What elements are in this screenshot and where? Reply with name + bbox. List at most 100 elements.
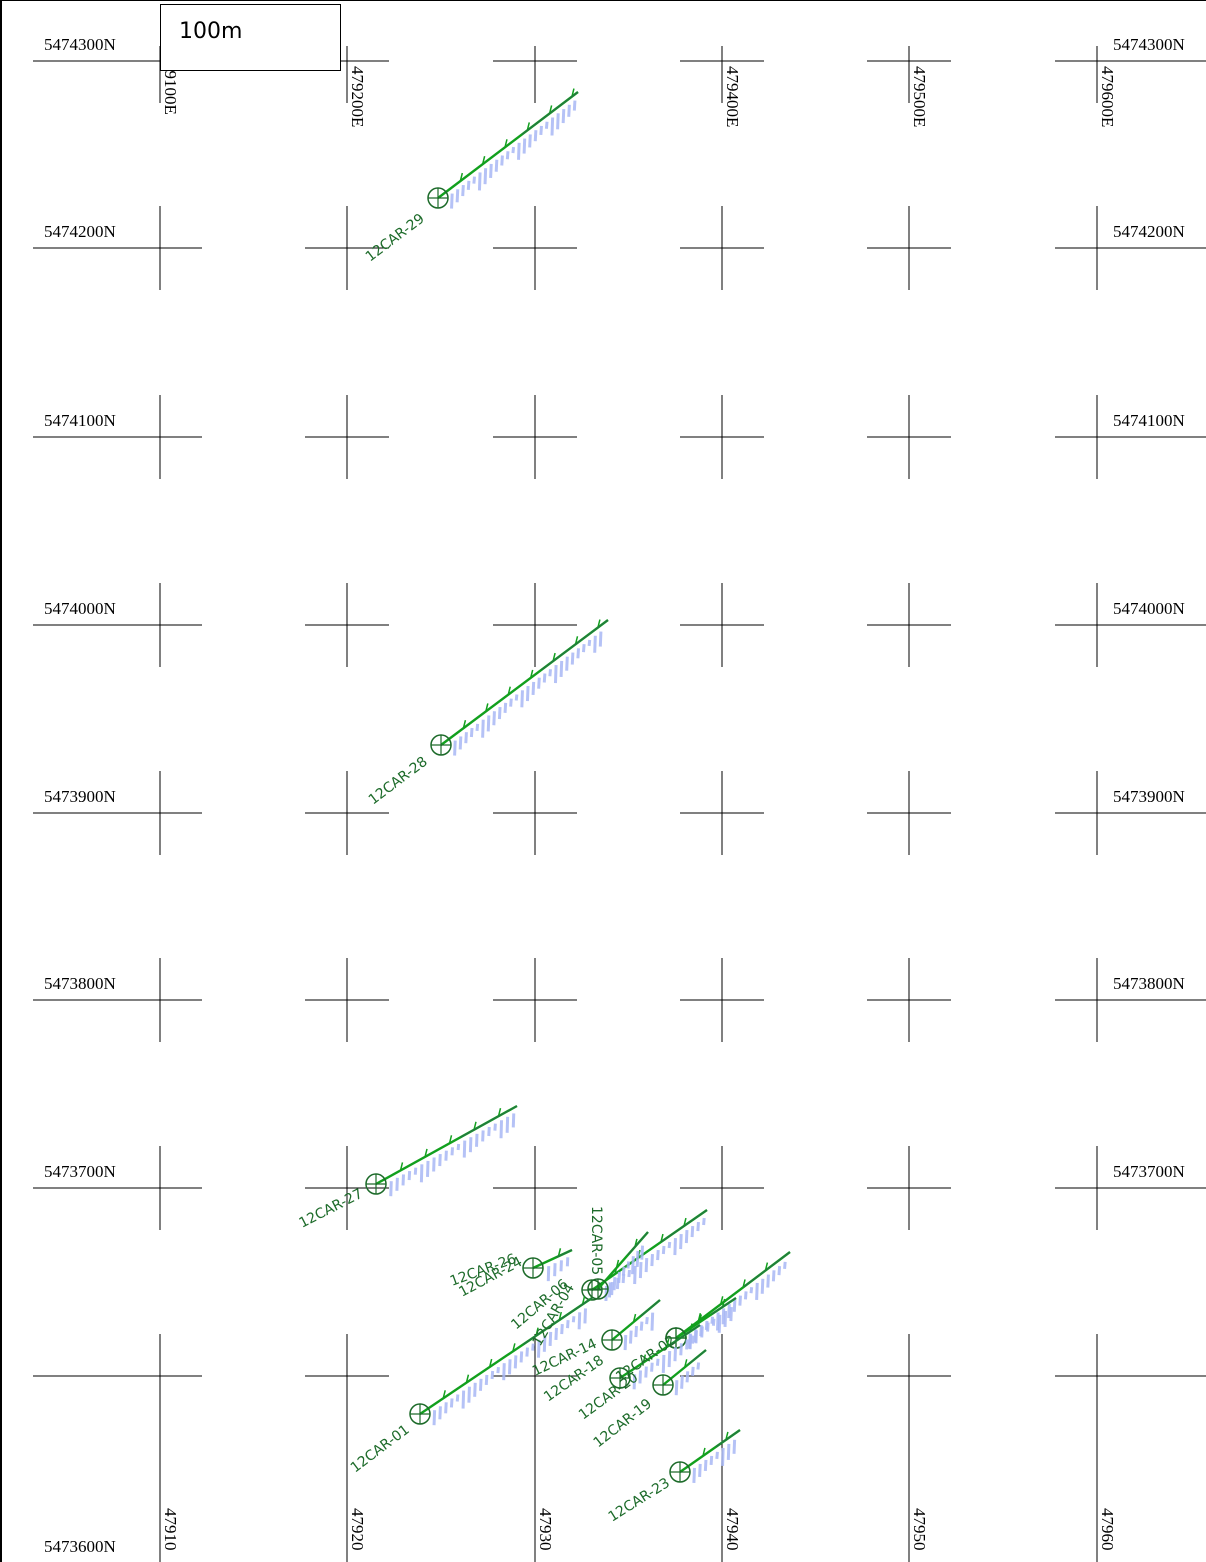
assay-bar	[691, 1366, 695, 1377]
assay-bar	[726, 1443, 731, 1460]
northing-label-left: 5473600N	[44, 1537, 116, 1556]
assay-bar	[577, 1312, 582, 1330]
grid-cross	[33, 395, 202, 479]
drillhole	[652, 1349, 707, 1396]
assay-bar	[567, 104, 571, 117]
assay-bar	[680, 1375, 684, 1389]
assay-bar	[517, 142, 521, 160]
grid-cross	[493, 771, 577, 855]
assay-bar	[716, 1312, 720, 1331]
assay-bar	[525, 686, 530, 702]
assay-bar	[685, 1371, 690, 1383]
assay-bar	[473, 1382, 477, 1397]
assay-bar	[696, 1362, 701, 1370]
drillhole	[587, 1231, 649, 1300]
grid-cross	[305, 958, 389, 1042]
assay-bar	[520, 690, 524, 708]
grid-cross	[1055, 1146, 1206, 1230]
grid-cross	[680, 583, 764, 667]
assay-bar	[453, 740, 457, 756]
assay-bar	[766, 1274, 770, 1288]
assay-bar	[444, 1402, 448, 1414]
assay-bar	[554, 1327, 558, 1341]
assay-bar	[690, 1225, 695, 1238]
assay-bar	[455, 1394, 460, 1402]
northing-label-right: 5473800N	[1113, 974, 1185, 993]
drill-trace-core	[521, 91, 579, 135]
assay-bar	[628, 1330, 633, 1344]
assay-bar	[494, 159, 499, 172]
assay-bar	[560, 1323, 564, 1335]
grid-cross	[1055, 771, 1206, 855]
grid-cross	[493, 46, 577, 103]
assay-bar	[721, 1308, 726, 1325]
grid-cross	[680, 395, 764, 479]
assay-bar	[696, 1221, 700, 1232]
scale-box: 100m	[160, 4, 341, 71]
assay-bar	[556, 113, 560, 130]
assay-bar	[673, 1347, 678, 1362]
grid-cross	[867, 771, 951, 855]
grid-cross	[867, 958, 951, 1042]
assay-bar	[472, 176, 476, 184]
assay-bar	[492, 711, 496, 726]
grid-cross	[1055, 46, 1206, 103]
northing-label-left: 5473700N	[44, 1162, 116, 1181]
drillhole-label: 12CAR-28	[366, 754, 431, 808]
drill-trace-core	[715, 1429, 741, 1448]
easting-label-top: 79100E	[161, 62, 180, 115]
assay-bar	[700, 1326, 704, 1338]
easting-label-bottom: 47910	[161, 1508, 180, 1551]
assay-bar	[710, 1316, 715, 1324]
assay-bar	[548, 1331, 553, 1346]
assay-bar	[500, 155, 504, 166]
grid-cross	[33, 958, 202, 1042]
grid-cross	[867, 395, 951, 479]
assay-bar	[587, 639, 592, 647]
assay-bar	[483, 168, 488, 185]
assay-bar	[661, 1245, 666, 1255]
assay-bar	[674, 1380, 679, 1396]
drill-trace-core	[522, 1297, 593, 1345]
grid-cross	[867, 46, 951, 103]
drillhole-label: 12CAR-01	[348, 1422, 413, 1476]
drillhole	[522, 1248, 573, 1282]
assay-bar	[467, 1386, 471, 1403]
easting-label-bottom: 47950	[910, 1508, 929, 1551]
assay-bar	[698, 1463, 702, 1478]
assay-bar	[514, 694, 519, 701]
assay-bar	[537, 1339, 541, 1358]
drillhole	[409, 1296, 593, 1426]
drillhole-label: 12CAR-29	[363, 211, 428, 265]
assay-bar	[566, 1320, 570, 1329]
assay-bar	[583, 1308, 587, 1324]
assay-bar	[655, 1358, 660, 1366]
assay-bar	[635, 1250, 640, 1267]
assay-bar	[755, 1282, 759, 1301]
grid-cross	[1055, 583, 1206, 667]
assay-bar	[528, 134, 532, 148]
drillhole	[427, 88, 579, 209]
assay-bar	[694, 1330, 698, 1344]
assay-bar	[475, 723, 480, 731]
northing-label-right: 5474200N	[1113, 222, 1185, 241]
northing-label-left: 5474200N	[44, 222, 116, 241]
assay-bar	[550, 117, 555, 136]
assay-bar	[679, 1233, 683, 1250]
assay-bar	[650, 1362, 654, 1372]
assay-bar	[572, 100, 577, 111]
assay-bar	[627, 1269, 631, 1278]
grid-cross	[1055, 395, 1206, 479]
assay-bar	[743, 1291, 748, 1300]
assay-bar	[509, 698, 513, 707]
assay-bar	[484, 1374, 489, 1386]
assay-bar	[706, 1322, 710, 1332]
assay-bar	[461, 1390, 466, 1409]
grid-cross	[33, 771, 202, 855]
coordinate-grid	[33, 46, 1206, 1562]
northing-label-right: 5474300N	[1113, 35, 1185, 54]
drillhole	[669, 1429, 741, 1484]
assay-bar	[571, 1316, 576, 1323]
assay-bar	[732, 1439, 737, 1454]
